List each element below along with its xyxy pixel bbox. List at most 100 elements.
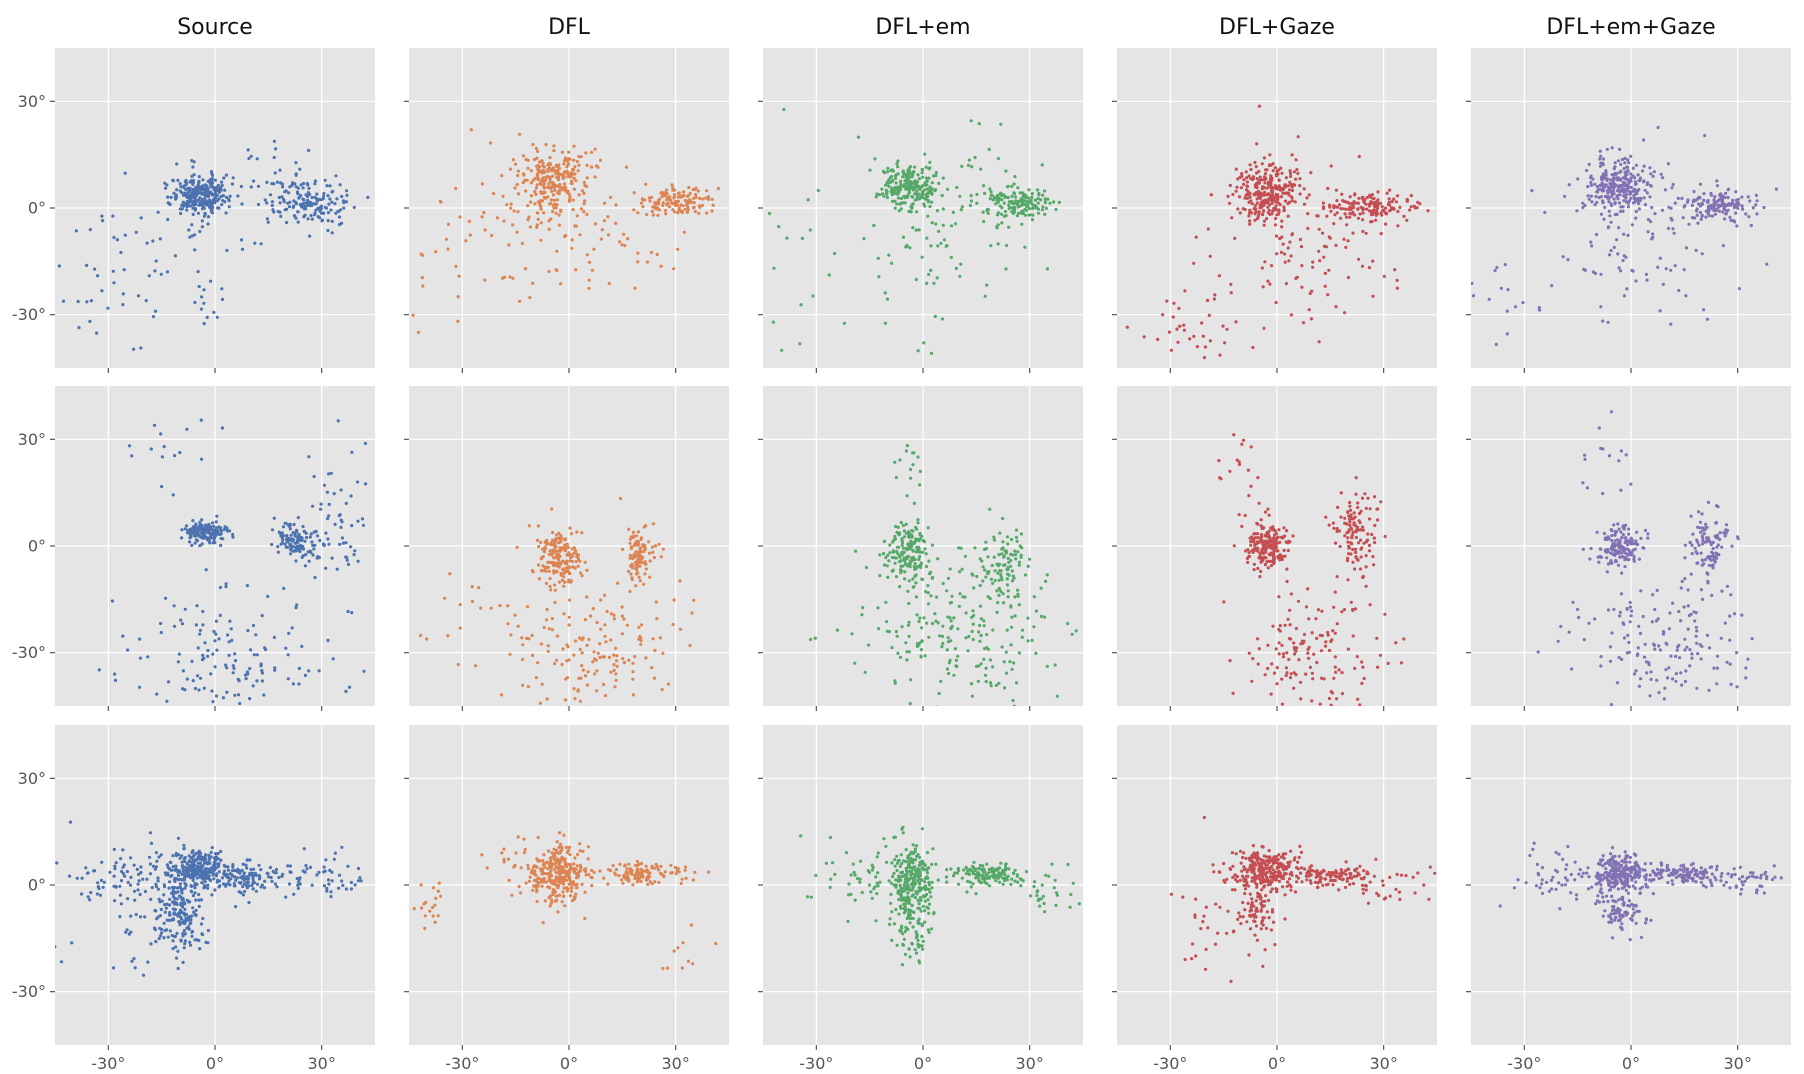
data-point — [1334, 305, 1338, 309]
data-point — [604, 640, 608, 644]
data-point — [1261, 186, 1265, 190]
data-point — [1175, 327, 1179, 331]
data-point — [955, 185, 959, 190]
data-point — [1641, 546, 1645, 550]
data-point — [567, 615, 571, 619]
data-point — [518, 299, 522, 303]
data-point — [566, 645, 570, 649]
data-point — [208, 198, 212, 202]
data-point — [321, 197, 325, 201]
data-point — [553, 600, 557, 605]
data-point — [355, 480, 360, 484]
data-point — [1616, 522, 1620, 526]
data-point — [1588, 557, 1592, 561]
data-point — [1626, 539, 1630, 543]
data-point — [1748, 199, 1752, 203]
data-point — [1333, 714, 1336, 717]
data-point — [1278, 624, 1282, 628]
data-point — [1705, 317, 1709, 321]
data-point — [982, 624, 986, 628]
data-point — [1335, 211, 1339, 215]
data-point — [1338, 544, 1342, 549]
data-point — [191, 679, 195, 683]
data-point — [906, 589, 910, 593]
data-point — [529, 181, 534, 185]
data-point — [906, 623, 911, 627]
data-point — [210, 173, 215, 177]
data-point — [1606, 191, 1610, 195]
data-point — [190, 223, 194, 227]
data-point — [1716, 203, 1721, 207]
data-point — [634, 563, 638, 567]
data-point — [1629, 614, 1633, 618]
data-point — [1707, 538, 1711, 542]
data-point — [1679, 619, 1683, 623]
data-point — [210, 185, 214, 189]
data-point — [903, 570, 907, 574]
data-point — [288, 524, 292, 529]
data-point — [707, 197, 711, 201]
data-point — [1268, 540, 1273, 544]
data-point — [1589, 180, 1593, 184]
data-point — [308, 203, 312, 207]
data-point — [1280, 643, 1284, 647]
data-point — [1530, 189, 1534, 193]
data-point — [934, 173, 938, 178]
data-point — [1356, 697, 1360, 701]
data-point — [1353, 666, 1357, 671]
data-point — [534, 146, 539, 151]
data-point — [1611, 177, 1616, 181]
data-point — [501, 194, 505, 198]
data-point — [1261, 285, 1265, 289]
data-point — [546, 185, 550, 189]
data-point — [1383, 612, 1387, 616]
data-point — [1290, 714, 1293, 717]
data-point — [1605, 548, 1609, 552]
data-point — [583, 618, 588, 622]
data-point — [967, 634, 971, 639]
data-point — [1672, 231, 1676, 235]
data-point — [1585, 168, 1589, 173]
data-point — [911, 577, 915, 581]
data-point — [537, 545, 541, 549]
data-point — [559, 282, 563, 286]
data-point — [547, 162, 551, 166]
data-point — [1373, 523, 1377, 528]
data-point — [637, 561, 641, 565]
data-point — [573, 165, 577, 169]
data-point — [1609, 559, 1613, 563]
data-point — [211, 700, 215, 704]
data-point — [326, 537, 330, 541]
data-point — [984, 575, 988, 579]
data-point — [547, 227, 551, 231]
data-point — [584, 151, 588, 155]
data-point — [536, 217, 540, 221]
data-point — [1272, 671, 1277, 675]
data-point — [1368, 209, 1372, 213]
data-point — [1280, 219, 1284, 223]
data-point — [978, 639, 982, 643]
data-point — [311, 543, 315, 548]
data-point — [273, 171, 277, 175]
data-point — [278, 531, 282, 535]
data-point — [88, 319, 92, 323]
data-point — [215, 315, 219, 319]
data-point — [193, 686, 197, 691]
data-point — [277, 195, 281, 200]
data-point — [295, 530, 299, 534]
data-point — [543, 545, 547, 550]
data-point — [599, 237, 603, 241]
data-point — [330, 231, 334, 235]
data-point — [203, 183, 207, 187]
data-point — [1648, 166, 1652, 170]
data-point — [559, 571, 563, 576]
data-point — [1039, 198, 1043, 202]
data-point — [224, 195, 228, 199]
data-point — [1703, 133, 1707, 138]
data-point — [188, 189, 192, 194]
data-point — [603, 634, 607, 638]
data-point — [179, 185, 183, 189]
data-point — [499, 693, 504, 697]
data-point — [1388, 188, 1392, 192]
data-point — [162, 445, 166, 449]
